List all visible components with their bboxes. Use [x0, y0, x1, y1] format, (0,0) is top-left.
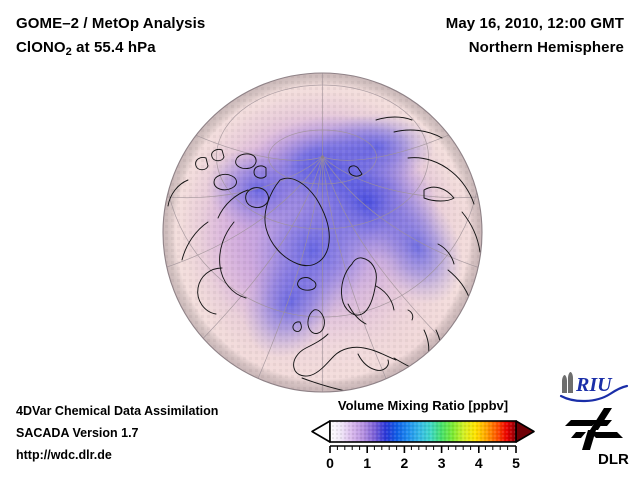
dlr-wordmark: DLR [598, 451, 629, 468]
colorbar-tick-2: 2 [401, 455, 409, 471]
colorbar-tick-1: 1 [363, 455, 371, 471]
website-url: http://wdc.dlr.de [16, 448, 112, 462]
datetime-label: May 16, 2010, 12:00 GMT [445, 15, 624, 32]
north-pole-marker [320, 155, 325, 159]
coast-baffin-n [253, 165, 267, 179]
globe-outline [162, 72, 483, 393]
colorbar-title: Volume Mixing Ratio [ppbv] [337, 398, 509, 413]
hemisphere-label: Northern Hemisphere [468, 39, 624, 56]
riu-wordmark: RIU [575, 374, 613, 396]
globe-svg [162, 72, 483, 393]
dlr-logo: DLR [562, 406, 634, 468]
species-name: ClONO [16, 39, 66, 56]
dlr-logo-svg: DLR [565, 408, 629, 468]
meridian-90 [322, 156, 481, 269]
coast-svalbard [348, 165, 363, 177]
riu-swoosh-icon [559, 384, 629, 403]
coast-western-europe [293, 333, 397, 377]
colorbar-major-ticks [329, 446, 517, 453]
dlr-mark-icon [565, 408, 623, 450]
colorbar-tick-0: 0 [326, 455, 334, 471]
coast-siberia-north [407, 157, 475, 205]
meridian-60 [322, 156, 457, 355]
colorbar-dither [330, 421, 516, 442]
pressure-level-label: at 55.4 hPa [71, 39, 156, 56]
coast-north-africa [301, 377, 429, 392]
coast-hudson-bay [181, 221, 209, 261]
coast-great-britain [307, 309, 325, 334]
colorbar-over-arrow [515, 420, 535, 443]
coast-red-sea-east [411, 389, 429, 392]
colorbar-frame [329, 420, 517, 443]
coast-baffin-island [245, 187, 269, 208]
colorbar-tick-3: 3 [438, 455, 446, 471]
footer-left-block: 4DVar Chemical Data Assimilation SACADA … [16, 400, 296, 466]
meridian-300 [187, 156, 323, 355]
riu-tower-icon [562, 372, 573, 393]
analysis-title: GOME–2 / MetOp Analysis [16, 15, 206, 32]
coast-arctic-ocean-edge [375, 116, 413, 121]
coast-victoria-island [213, 173, 237, 191]
colorbar-tick-4: 4 [475, 455, 483, 471]
assimilation-label: 4DVar Chemical Data Assimilation [16, 404, 219, 418]
colorbar-tick-labels: 0 1 2 3 4 5 [326, 455, 520, 471]
header-right-block: May 16, 2010, 12:00 GMT Northern Hemisph… [324, 12, 624, 60]
riu-logo: RIU [558, 371, 630, 403]
riu-logo-svg: RIU [559, 372, 629, 403]
species-level-title: ClONO2 at 55.4 hPa [16, 36, 346, 64]
coast-taymyr [393, 129, 443, 139]
coast-iceland [297, 277, 317, 291]
coast-alaska [167, 179, 189, 207]
meridian-270 [163, 156, 323, 269]
colorbar-block: Volume Mixing Ratio [ppbv] [306, 398, 540, 472]
meridian-330 [253, 156, 323, 389]
coast-novaya-zemlya [423, 186, 455, 202]
globe-map [162, 72, 483, 393]
coast-arctic-island-b [211, 149, 225, 162]
coast-ellesmere [235, 153, 257, 169]
coast-canada-north [217, 189, 249, 219]
coast-baltic [347, 303, 367, 325]
coast-lake-a [407, 309, 414, 321]
coast-newfoundland-sector [197, 267, 223, 315]
colorbar-minor-ticks [336, 446, 509, 450]
coast-okhotsk [437, 243, 455, 265]
colorbar-under-arrow [311, 420, 331, 443]
header-left-block: GOME–2 / MetOp Analysis ClONO2 at 55.4 h… [16, 12, 346, 64]
meridian-30 [322, 156, 391, 389]
coast-asia-southeast [461, 343, 481, 379]
coast-italy [357, 353, 389, 371]
coast-arctic-island-a [195, 157, 209, 171]
coast-greenland [264, 177, 330, 267]
coast-scandinavia [341, 257, 377, 316]
species-subscript: 2 [65, 46, 72, 58]
coast-labrador [219, 221, 247, 299]
coast-east-siberia [461, 211, 481, 253]
coast-ireland [292, 321, 302, 333]
colorbar-tick-5: 5 [512, 455, 520, 471]
version-label: SACADA Version 1.7 [16, 426, 139, 440]
meridian-120 [322, 156, 482, 198]
coast-arabia [429, 379, 461, 392]
coast-gulf-of-bothnia [375, 285, 395, 311]
coastlines [163, 116, 481, 392]
globe-field [163, 73, 482, 392]
colorbar-svg: 0 1 2 3 4 5 [311, 420, 535, 471]
